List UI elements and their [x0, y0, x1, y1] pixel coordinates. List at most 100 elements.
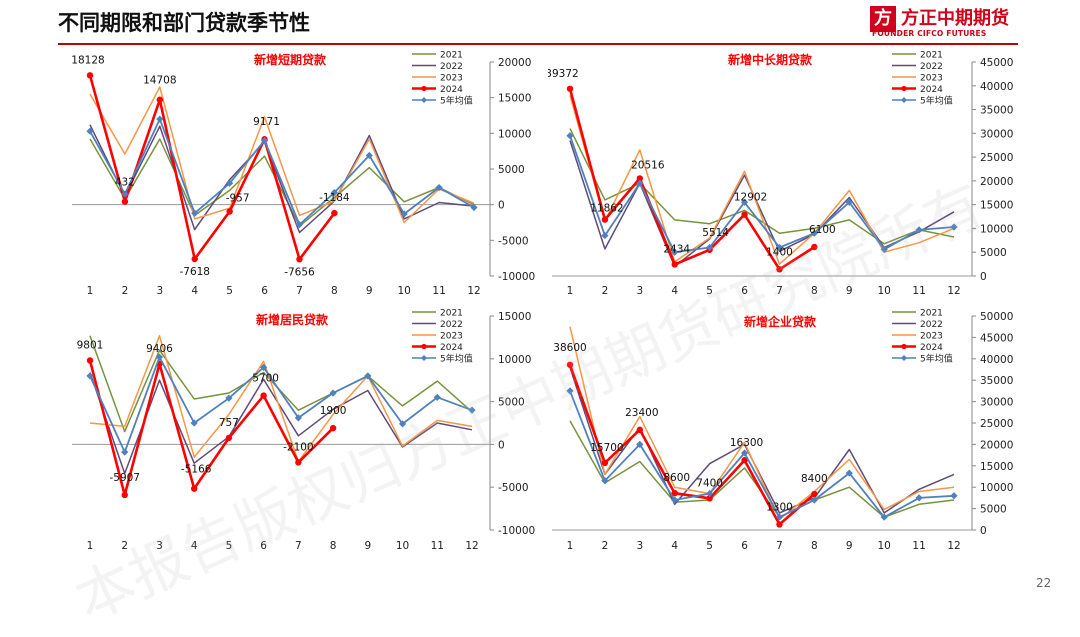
- point-avg: [329, 389, 337, 397]
- logo-chinese-name: 方正中期期货: [901, 8, 1009, 29]
- point-2024: [86, 72, 94, 79]
- legend-label-avg: 5年均值: [920, 353, 953, 365]
- x-tick-label: 6: [260, 540, 267, 552]
- series-line-2021: [569, 128, 955, 245]
- data-label-2024: 18128: [71, 54, 104, 66]
- data-label-2024: -5907: [109, 472, 140, 484]
- legend-marker-avg: [901, 97, 907, 103]
- legend-label-2022: 2022: [920, 62, 943, 72]
- y-tick-label: -10000: [498, 525, 535, 537]
- data-label-2024: 7400: [696, 477, 723, 489]
- legend-marker-2024: [901, 85, 907, 92]
- data-label-2024: 9406: [146, 343, 173, 355]
- point-avg: [915, 226, 923, 234]
- series-line-2021: [89, 138, 475, 227]
- y-tick-label: 5000: [498, 164, 525, 176]
- x-tick-label: 9: [366, 285, 373, 297]
- data-label-2024: -7656: [284, 266, 315, 278]
- page-number: 22: [1036, 576, 1052, 590]
- data-label-2024: 6100: [809, 224, 836, 236]
- y-tick-label: 5000: [980, 504, 1007, 516]
- y-tick-label: 20000: [980, 439, 1013, 451]
- x-tick-label: 11: [432, 285, 445, 297]
- x-tick-label: 11: [912, 285, 925, 297]
- x-tick-label: 5: [706, 285, 713, 297]
- point-avg: [468, 406, 476, 414]
- y-tick-label: 10000: [980, 482, 1013, 494]
- y-tick-label: 45000: [980, 57, 1013, 69]
- point-avg: [706, 490, 714, 498]
- company-logo: 方 方正中期期货 FOUNDER CIFCO FUTURES: [870, 4, 1020, 40]
- point-avg: [156, 115, 164, 123]
- legend-marker-2024: [901, 343, 907, 350]
- data-label-2024: 12902: [734, 192, 767, 204]
- point-avg: [566, 132, 574, 140]
- y-tick-label: 25000: [980, 418, 1013, 430]
- data-label-2024: -5166: [181, 464, 212, 476]
- header-divider: [58, 43, 1018, 45]
- series-line-avg: [569, 390, 955, 519]
- data-label-2024: 23400: [625, 407, 658, 419]
- y-tick-label: 45000: [980, 332, 1013, 344]
- y-tick-label: 40000: [980, 354, 1013, 366]
- x-tick-label: 7: [295, 540, 302, 552]
- y-tick-label: 10000: [980, 223, 1013, 235]
- point-avg: [845, 469, 853, 477]
- series-line-2022: [89, 372, 473, 475]
- y-tick-label: 25000: [980, 152, 1013, 164]
- legend-label-2021: 2021: [920, 51, 943, 61]
- series-line-2023: [89, 86, 475, 224]
- x-tick-label: 3: [636, 285, 643, 297]
- point-2024: [601, 216, 609, 223]
- point-avg: [950, 492, 958, 500]
- x-tick-label: 4: [191, 540, 198, 552]
- point-2024: [260, 392, 267, 399]
- legend-label-2024: 2024: [920, 85, 943, 95]
- point-avg: [950, 223, 958, 231]
- y-tick-label: 35000: [980, 105, 1013, 117]
- x-tick-label: 8: [331, 285, 338, 297]
- x-tick-label: 6: [261, 285, 268, 297]
- point-avg: [636, 179, 644, 187]
- point-avg: [915, 494, 923, 502]
- x-tick-label: 5: [226, 285, 233, 297]
- x-tick-label: 8: [811, 540, 818, 552]
- data-label-2024: 8400: [801, 473, 828, 485]
- data-label-2024: 1400: [766, 246, 793, 258]
- point-avg: [400, 210, 408, 218]
- y-tick-label: 10000: [498, 354, 531, 366]
- x-tick-label: 1: [87, 285, 94, 297]
- logo-english-name: FOUNDER CIFCO FUTURES: [872, 29, 987, 38]
- series-line-2023: [89, 334, 473, 463]
- legend-label-2023: 2023: [440, 332, 463, 342]
- point-avg: [880, 245, 888, 253]
- y-tick-label: -5000: [498, 482, 529, 494]
- point-2024: [671, 489, 678, 497]
- x-tick-label: 10: [877, 540, 890, 552]
- x-tick-label: 10: [397, 285, 410, 297]
- x-tick-label: 1: [87, 540, 94, 552]
- y-tick-label: 30000: [980, 397, 1013, 409]
- data-label-2024: 20516: [631, 159, 665, 171]
- legend-marker-2024: [421, 85, 427, 92]
- y-tick-label: 5000: [980, 247, 1007, 259]
- point-avg: [706, 243, 714, 252]
- series-line-2024: [568, 364, 816, 526]
- point-2024: [741, 211, 748, 218]
- y-tick-label: 0: [498, 200, 505, 212]
- data-label-2024: 432: [115, 177, 135, 189]
- x-tick-label: 12: [947, 540, 960, 552]
- data-label-2024: 1900: [320, 405, 347, 417]
- legend-label-avg: 5年均值: [440, 95, 473, 107]
- series-line-2022: [569, 140, 955, 268]
- point-avg: [121, 190, 129, 198]
- y-tick-label: 20000: [980, 176, 1013, 188]
- x-tick-label: 3: [636, 540, 643, 552]
- series-line-avg: [569, 135, 955, 254]
- legend-label-2023: 2023: [920, 332, 943, 342]
- chart-title: 新增中长期贷款: [728, 52, 813, 67]
- x-tick-label: 4: [191, 285, 198, 297]
- point-avg: [190, 419, 198, 427]
